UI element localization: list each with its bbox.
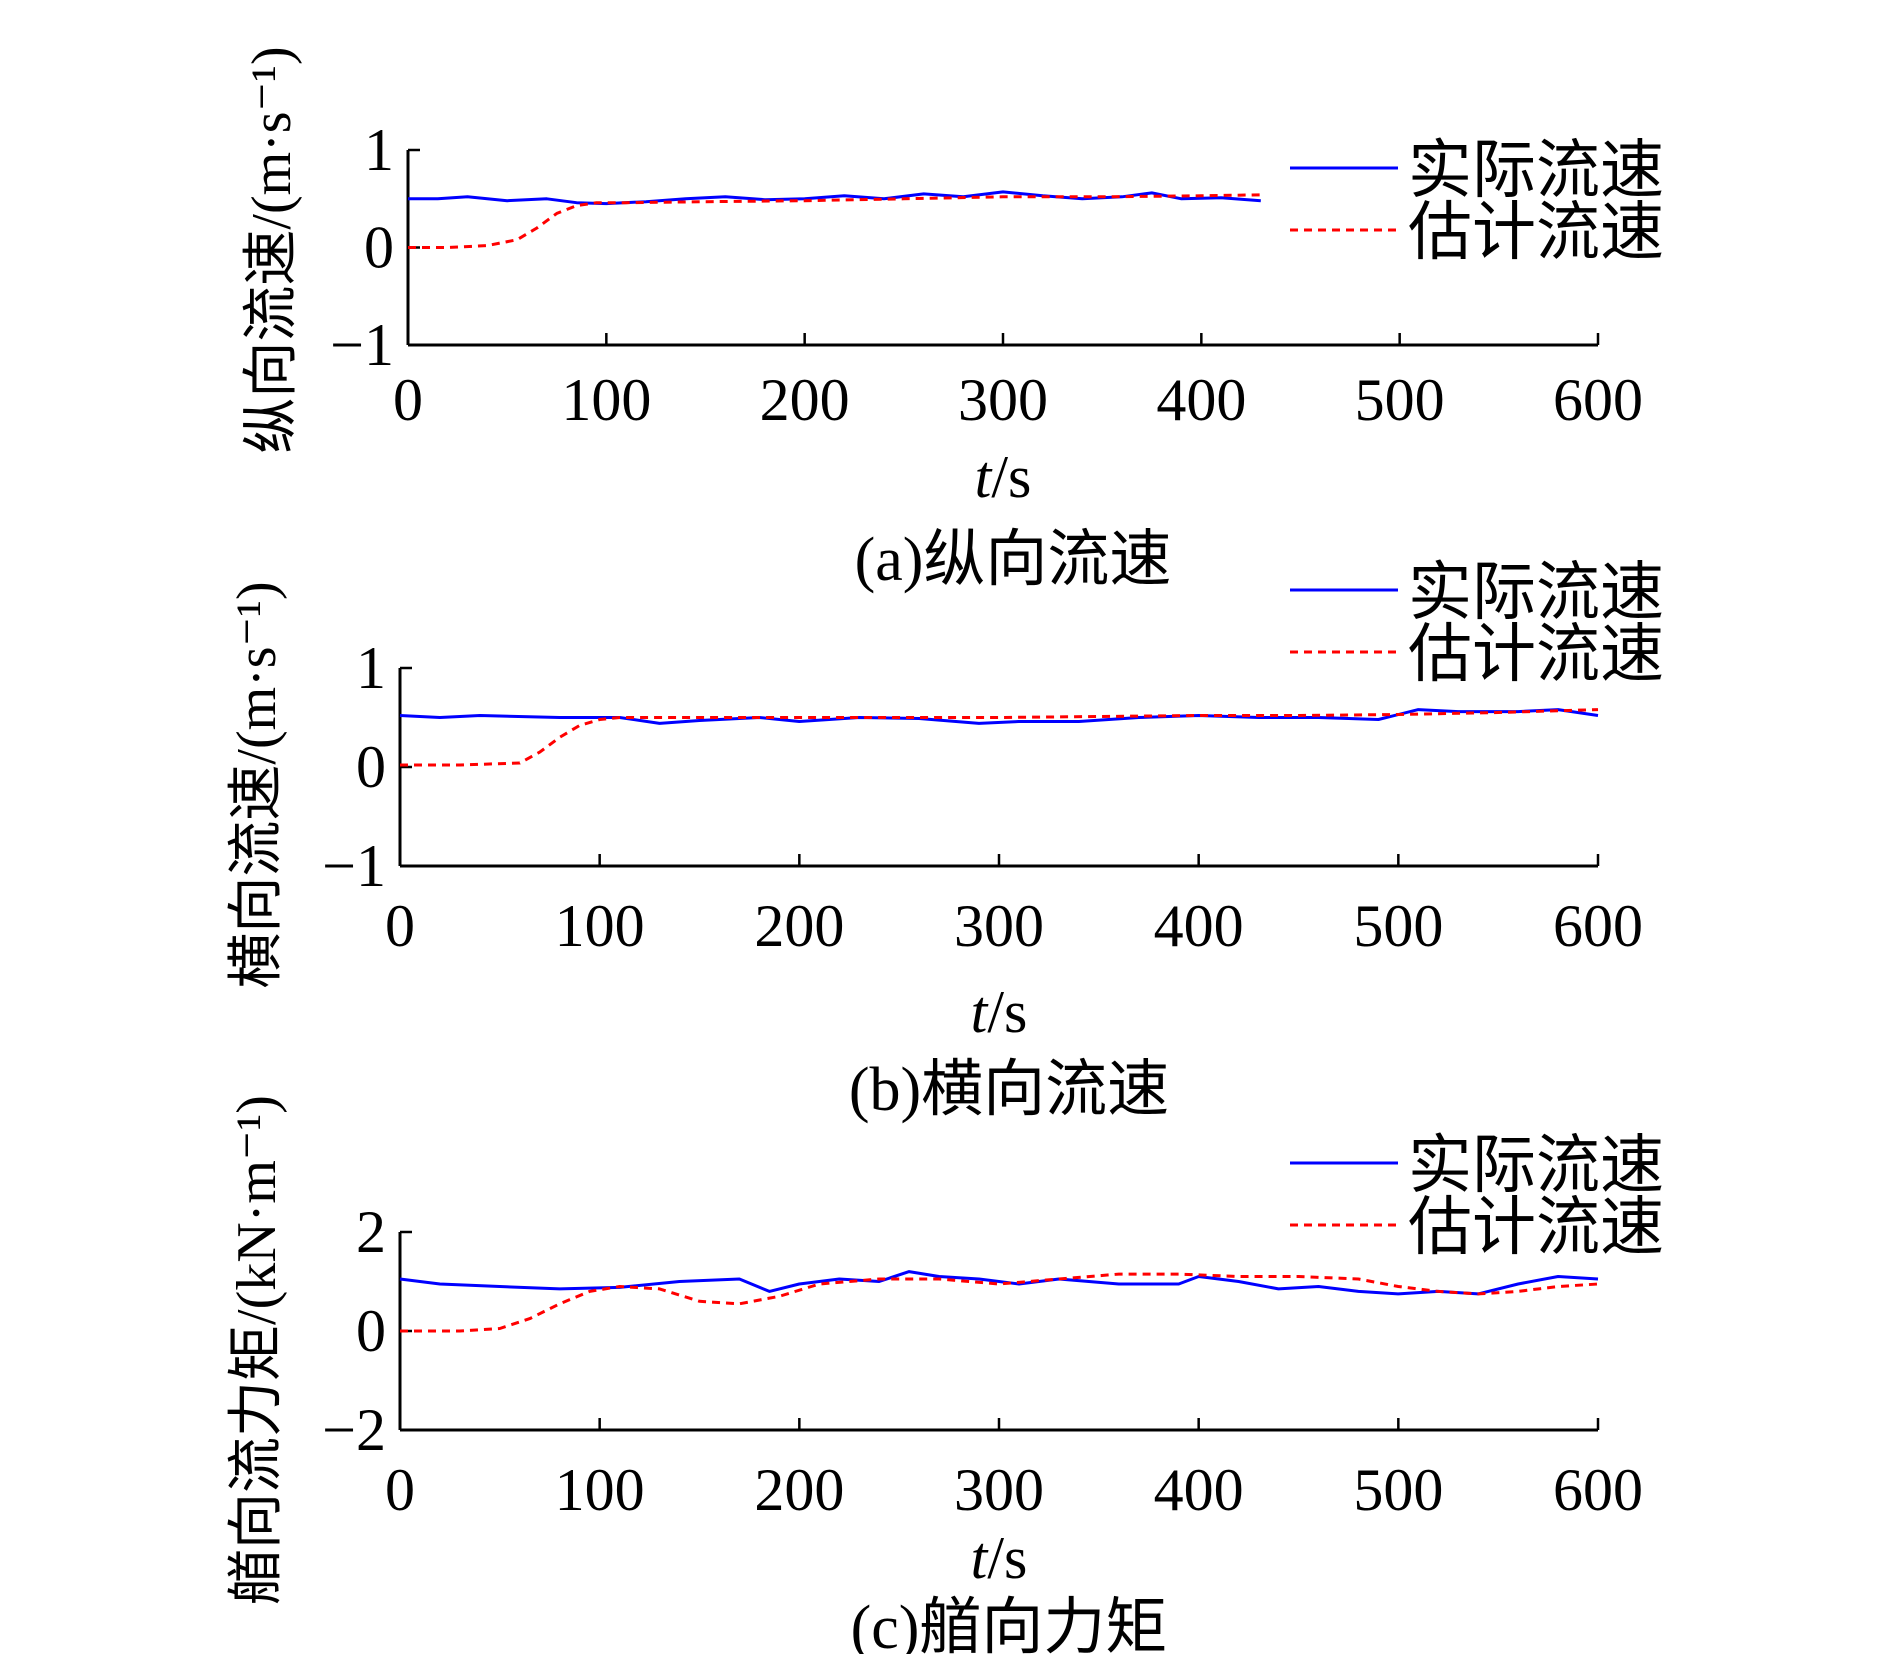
x-tick-label: 500 xyxy=(1355,367,1445,433)
y-tick-label: 0 xyxy=(364,215,394,281)
x-tick-label: 400 xyxy=(1154,1457,1244,1523)
series-line-estimated xyxy=(400,708,1599,767)
x-tick-label: 0 xyxy=(385,1457,415,1523)
x-axis-unit: /s xyxy=(987,1525,1027,1591)
y-axis-label: 艏向流力矩/(kN·m⁻¹) xyxy=(226,1095,288,1605)
x-axis-variable: t xyxy=(975,444,993,510)
x-axis-label: t/s xyxy=(971,1525,1028,1591)
panel-caption: (c)艏向力矩 xyxy=(851,1594,1168,1654)
x-axis-label: t/s xyxy=(975,444,1032,510)
panel-c: 0 100 200 300 400 500 600−202实际流速估计流速t/s艏向流力矩/… xyxy=(226,1095,1664,1654)
series-line-actual xyxy=(399,1270,1599,1296)
series-line-estimated xyxy=(408,193,1261,249)
legend-label: 估计流速 xyxy=(1408,1192,1664,1263)
x-tick-label: 100 xyxy=(555,893,645,959)
x-tick-label: 0 xyxy=(393,367,423,433)
x-axis-unit: /s xyxy=(991,444,1031,510)
legend-label: 实际流速 xyxy=(1408,557,1664,628)
series-line-actual xyxy=(399,708,1599,725)
x-axis-variable: t xyxy=(971,1525,989,1591)
x-axis-label: t/s xyxy=(971,979,1028,1045)
y-tick-label: −2 xyxy=(322,1397,386,1463)
x-tick-label: 200 xyxy=(754,1457,844,1523)
x-tick-label: 300 xyxy=(954,893,1044,959)
x-tick-label: 600 xyxy=(1553,893,1643,959)
panel-caption: (b)横向流速 xyxy=(849,1056,1169,1124)
x-tick-label: 200 xyxy=(754,893,844,959)
panel-caption: (a)纵向流速 xyxy=(855,526,1172,594)
x-tick-label: 500 xyxy=(1353,1457,1443,1523)
series-line-estimated xyxy=(400,1272,1599,1333)
y-tick-label: 0 xyxy=(356,1298,386,1364)
y-tick-label: 2 xyxy=(356,1199,386,1265)
y-tick-label: 1 xyxy=(364,117,394,183)
y-axis-label: 横向流速/(m·s⁻¹) xyxy=(226,581,288,988)
legend-label: 估计流速 xyxy=(1408,619,1664,690)
x-tick-label: 500 xyxy=(1353,893,1443,959)
x-tick-label: 200 xyxy=(760,367,850,433)
y-axis-label: 纵向流速/(m·s⁻¹) xyxy=(241,46,303,453)
panel-a: 0 100 200 300 400 500 600−101 实际流速估计流速t/s纵向流速/(… xyxy=(241,46,1664,594)
x-tick-label: 300 xyxy=(958,367,1048,433)
y-tick-label: 1 xyxy=(356,635,386,701)
legend-label: 实际流速 xyxy=(1408,1130,1664,1201)
x-tick-label: 0 xyxy=(385,893,415,959)
x-tick-label: 600 xyxy=(1553,367,1643,433)
legend-label: 实际流速 xyxy=(1408,135,1664,206)
x-tick-label: 400 xyxy=(1154,893,1244,959)
y-tick-label: −1 xyxy=(322,833,386,899)
x-axis-unit: /s xyxy=(987,979,1027,1045)
x-tick-label: 600 xyxy=(1553,1457,1643,1523)
x-tick-label: 400 xyxy=(1156,367,1246,433)
x-tick-label: 100 xyxy=(555,1457,645,1523)
legend-label: 估计流速 xyxy=(1408,197,1664,268)
y-tick-label: 0 xyxy=(356,734,386,800)
panel-b: 0 100 200 300 400 500 600−101实际流速估计流速t/s横向流速/(… xyxy=(226,557,1664,1124)
x-tick-label: 100 xyxy=(561,367,651,433)
x-tick-label: 300 xyxy=(954,1457,1044,1523)
x-axis-variable: t xyxy=(971,979,989,1045)
y-tick-label: −1 xyxy=(330,312,394,378)
